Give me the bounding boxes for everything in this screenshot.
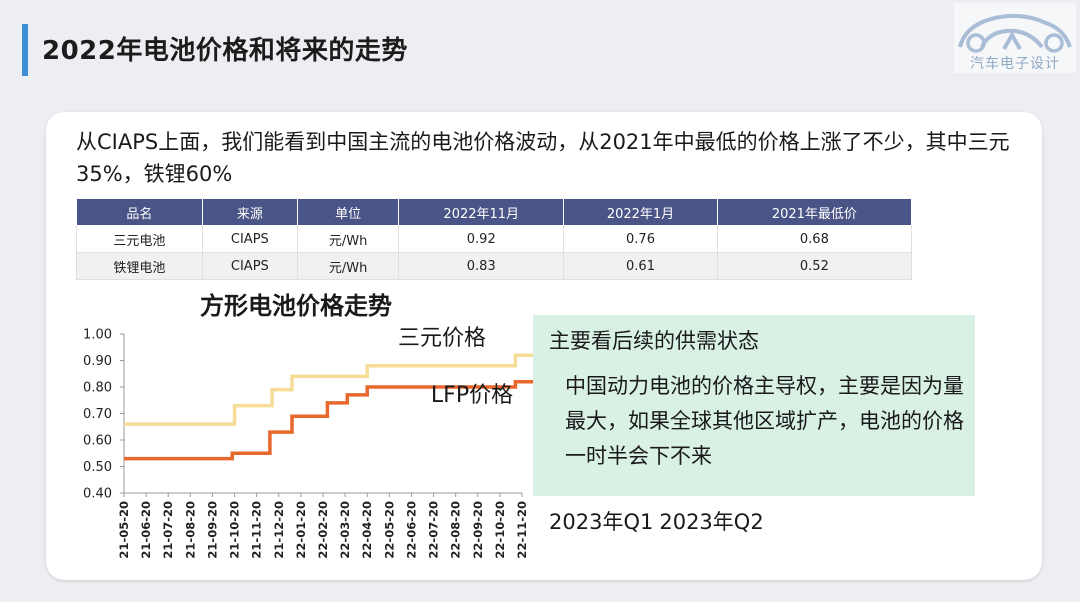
note-body: 中国动力电池的价格主导权，主要是因为量最大，如果全球其他区域扩产，电池的价格一时… <box>565 374 964 468</box>
table-header-cell: 来源 <box>201 198 299 226</box>
series-label: LFP价格 <box>431 383 513 408</box>
y-tick-label: 0.70 <box>83 407 112 422</box>
x-tick-label: 22-02-20 <box>316 501 330 559</box>
table-header-cell: 2021年最低价 <box>716 198 913 226</box>
table-cell: 0.52 <box>716 252 913 280</box>
x-tick-label: 22-07-20 <box>427 501 441 559</box>
x-tick-label: 21-07-20 <box>161 501 175 559</box>
y-tick-label: 0.90 <box>83 354 112 369</box>
content-card: 从CIAPS上面，我们能看到中国主流的电池价格波动，从2021年中最低的价格上涨… <box>46 112 1042 580</box>
table-cell: CIAPS <box>201 225 299 253</box>
y-tick-label: 0.60 <box>83 434 112 449</box>
x-tick-label: 21-10-20 <box>228 501 242 559</box>
x-tick-label: 21-12-20 <box>272 501 286 559</box>
car-logo-icon <box>958 13 1072 53</box>
table-header-cell: 2022年1月 <box>563 198 718 226</box>
table-row: 铁锂电池 CIAPS 元/Wh 0.83 0.61 0.52 <box>76 252 913 280</box>
x-tick-label: 22-01-20 <box>294 501 308 559</box>
table-cell: 0.92 <box>398 225 565 253</box>
series-label: 三元价格 <box>398 326 486 351</box>
table-cell: 元/Wh <box>297 252 400 280</box>
x-tick-label: 21-09-20 <box>205 501 219 559</box>
x-tick-label: 22-06-20 <box>404 501 418 559</box>
x-tick-label: 22-10-20 <box>493 501 507 559</box>
table-header-cell: 单位 <box>297 198 400 226</box>
y-tick-label: 0.80 <box>83 381 112 396</box>
price-trend-chart: 0.40 0.50 0.60 0.70 0.80 0.90 1.00 21-05-20 21-0… <box>83 326 536 559</box>
table-cell: 三元电池 <box>76 225 203 253</box>
x-tick-label: 21-06-20 <box>139 501 153 559</box>
x-tick-label: 21-08-20 <box>183 501 197 559</box>
x-tick-label: 22-11-20 <box>515 501 529 559</box>
quarter-label: 2023年Q1 <box>549 510 654 534</box>
brand-logo: 汽车电子设计 <box>954 3 1076 73</box>
quarter-label: 2023年Q2 <box>659 510 764 534</box>
x-tick-label: 22-08-20 <box>449 501 463 559</box>
table-cell: 0.76 <box>563 225 718 253</box>
y-tick-label: 0.50 <box>83 460 112 475</box>
x-tick-label: 21-11-20 <box>250 501 264 559</box>
table-cell: 元/Wh <box>297 225 400 253</box>
y-tick-label: 0.40 <box>83 487 112 502</box>
table-header-cell: 2022年11月 <box>398 198 565 226</box>
x-tick-label: 22-05-20 <box>382 501 396 559</box>
x-tick-label: 22-03-20 <box>338 501 352 559</box>
table-header-cell: 品名 <box>76 198 203 226</box>
x-tick-label: 22-04-20 <box>360 501 374 559</box>
note-heading: 主要看后续的供需状态 <box>549 329 759 353</box>
price-table: 品名 来源 单位 2022年11月 2022年1月 2021年最低价 三元电池 … <box>76 198 913 280</box>
x-tick-label: 21-05-20 <box>117 501 131 559</box>
table-row: 三元电池 CIAPS 元/Wh 0.92 0.76 0.68 <box>76 225 913 253</box>
quarter-labels: 2023年Q1 2023年Q2 <box>549 506 770 536</box>
table-cell: 0.68 <box>716 225 913 253</box>
title-accent-bar <box>22 24 28 76</box>
intro-paragraph: 从CIAPS上面，我们能看到中国主流的电池价格波动，从2021年中最低的价格上涨… <box>76 130 1010 186</box>
series-line-0 <box>124 353 536 426</box>
chart-title: 方形电池价格走势 <box>200 292 392 320</box>
table-cell: CIAPS <box>201 252 299 280</box>
table-cell: 0.61 <box>563 252 718 280</box>
note-box: 主要看后续的供需状态 中国动力电池的价格主导权，主要是因为量最大，如果全球其他区… <box>533 315 975 496</box>
logo-text: 汽车电子设计 <box>970 56 1060 72</box>
x-tick-label: 22-09-20 <box>471 501 485 559</box>
table-header-row: 品名 来源 单位 2022年11月 2022年1月 2021年最低价 <box>76 198 913 226</box>
series-line-1 <box>124 379 536 461</box>
y-tick-label: 1.00 <box>83 328 112 343</box>
table-cell: 0.83 <box>398 252 565 280</box>
table-cell: 铁锂电池 <box>76 252 203 280</box>
slide-title: 2022年电池价格和将来的走势 <box>42 36 408 66</box>
